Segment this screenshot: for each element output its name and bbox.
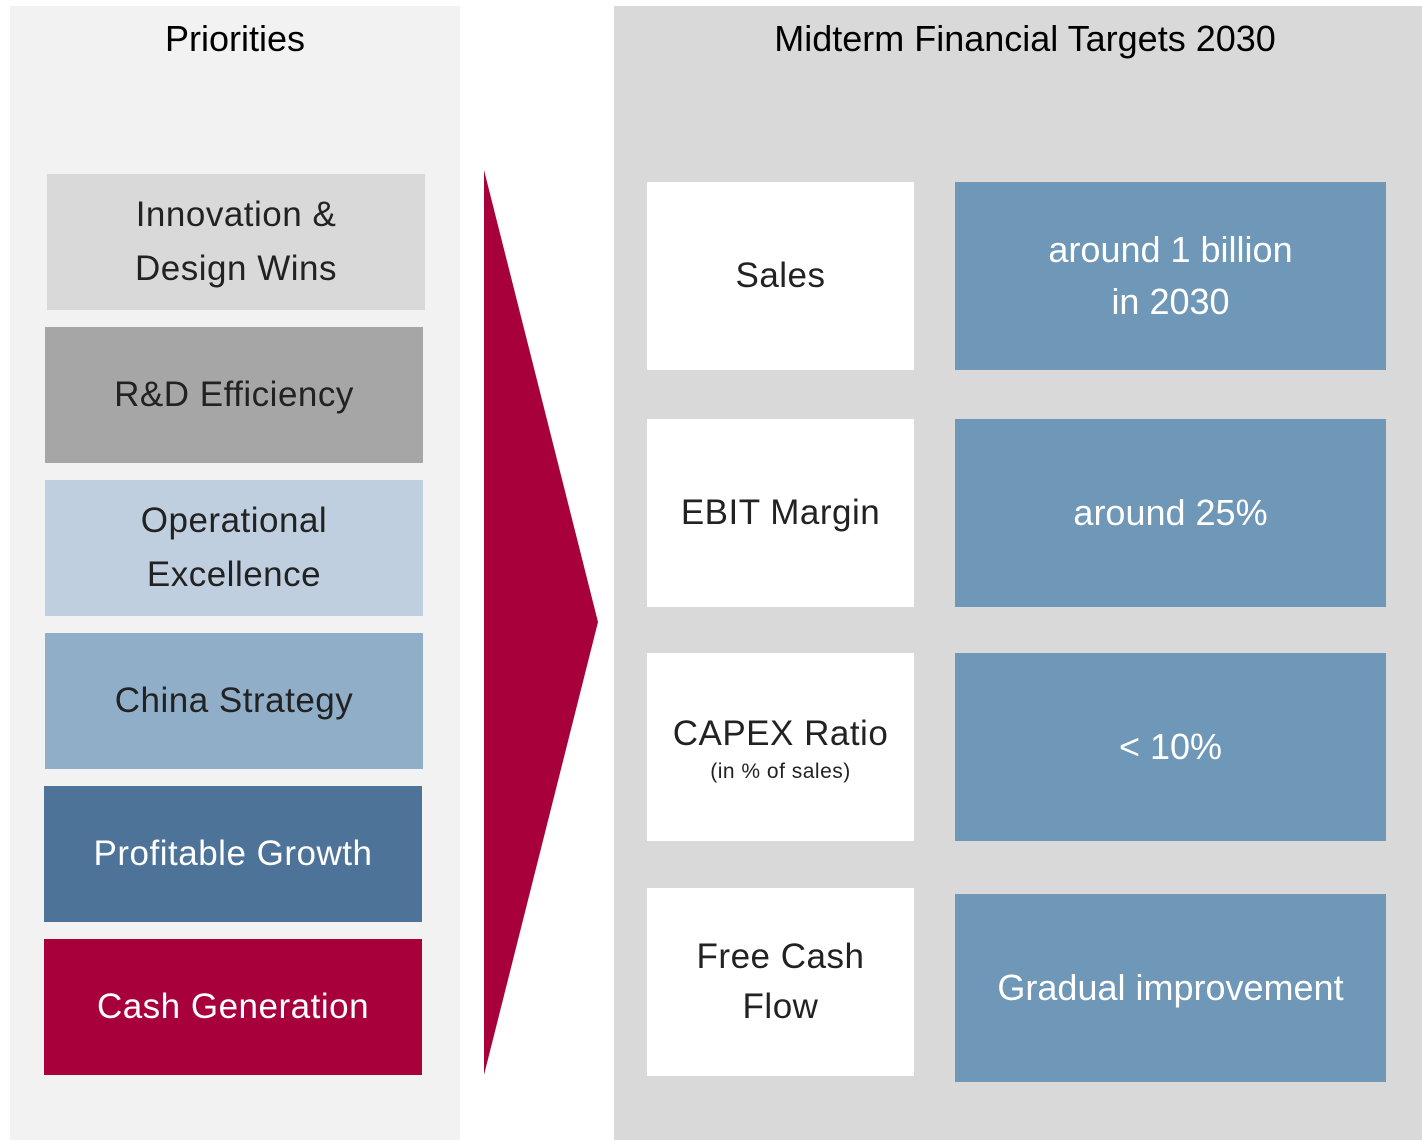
- target-value: Gradual improvement: [955, 894, 1386, 1082]
- target-value: around 25%: [955, 419, 1386, 607]
- text-line: Operational: [140, 501, 328, 540]
- text-line: CAPEX Ratio: [672, 714, 889, 753]
- targets-title: Midterm Financial Targets 2030: [774, 18, 1276, 59]
- priority-box: Profitable Growth: [44, 786, 422, 922]
- text-line: Free Cash: [696, 937, 865, 976]
- priority-box: R&D Efficiency: [45, 327, 423, 463]
- target-label: Free Cash Flow: [647, 888, 914, 1076]
- text-line: Gradual improvement: [997, 967, 1344, 1008]
- text-line: China Strategy: [114, 681, 354, 720]
- target-value: < 10%: [955, 653, 1386, 841]
- target-label: EBIT Margin: [647, 419, 914, 607]
- priority-box: Innovation & Design Wins: [47, 174, 425, 310]
- priority-box: Operational Excellence: [45, 480, 423, 616]
- priorities-title: Priorities: [164, 18, 306, 59]
- text-line: around 1 billion: [1048, 229, 1293, 270]
- text-line: R&D Efficiency: [114, 375, 354, 414]
- text-line: Sales: [735, 256, 826, 295]
- target-note: (in % of sales): [710, 760, 851, 783]
- target-label: CAPEX Ratio (in % of sales): [647, 653, 914, 841]
- text-line: EBIT Margin: [680, 493, 881, 532]
- arrow: [484, 170, 598, 1075]
- target-value: around 1 billion in 2030: [955, 182, 1386, 370]
- text-line: in 2030: [1111, 281, 1230, 322]
- text-line: Design Wins: [135, 249, 337, 288]
- priority-box: China Strategy: [45, 633, 423, 769]
- priority-box: Cash Generation: [44, 939, 422, 1075]
- target-label: Sales: [647, 182, 914, 370]
- text-line: Excellence: [146, 555, 322, 594]
- text-line: < 10%: [1118, 726, 1223, 767]
- text-line: around 25%: [1073, 492, 1268, 533]
- text-line: Innovation &: [135, 195, 337, 234]
- text-line: Flow: [742, 987, 819, 1026]
- text-line: Profitable Growth: [93, 834, 373, 873]
- text-line: Cash Generation: [96, 987, 370, 1026]
